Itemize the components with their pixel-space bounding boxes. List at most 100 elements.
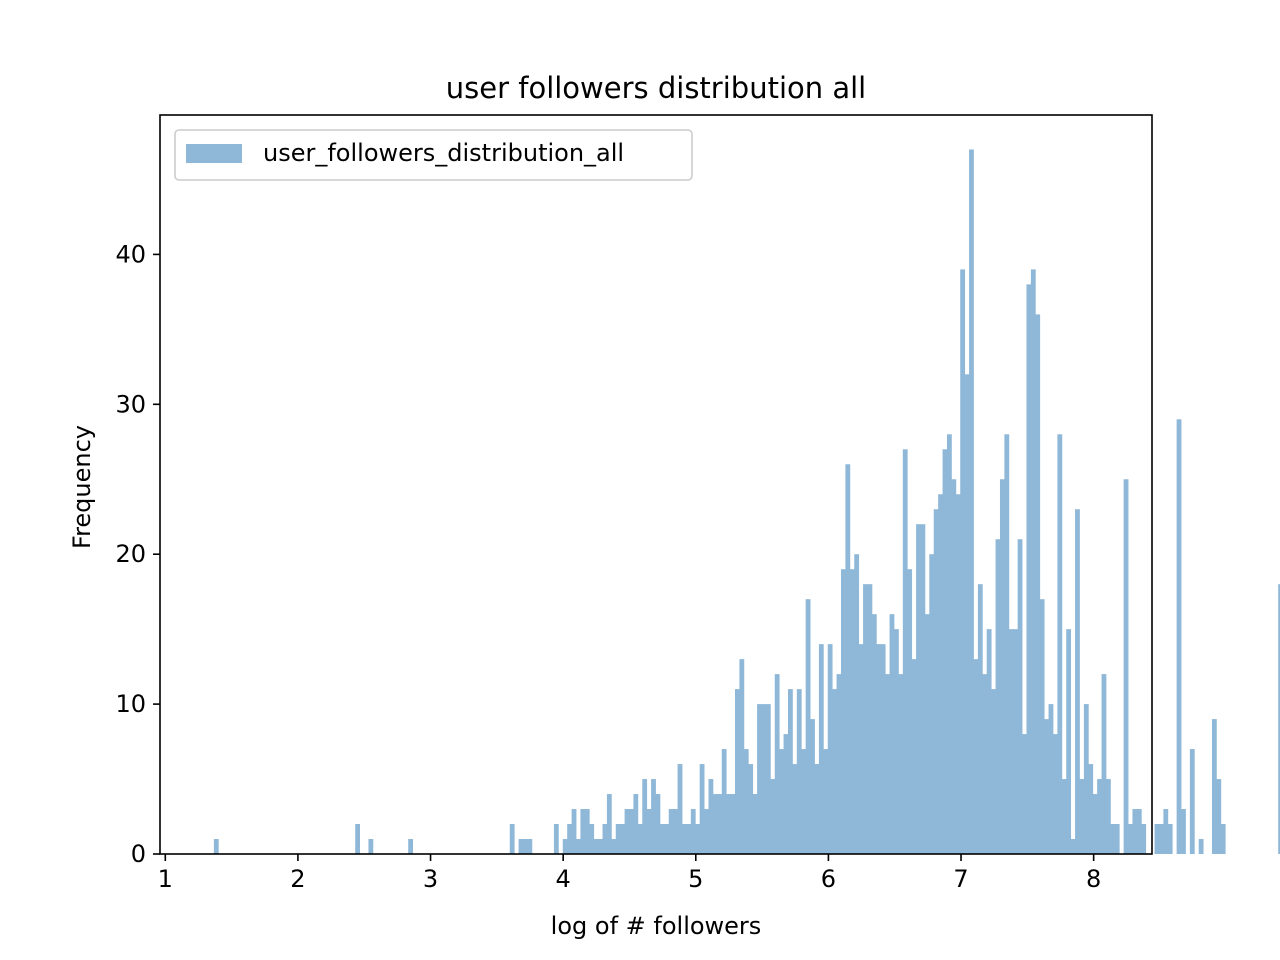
legend-label: user_followers_distribution_all [263,139,624,167]
histogram-bar [880,644,886,854]
histogram-bar [1123,479,1129,854]
histogram-bar [889,614,895,854]
histogram-bar [629,809,634,854]
histogram-bar [867,584,873,854]
x-tick-label: 5 [688,865,703,893]
histogram-bar [858,644,864,854]
y-tick-label: 30 [115,390,146,418]
histogram-bar [1141,824,1147,854]
histogram-bar [673,809,678,854]
histogram-bar [624,809,630,854]
histogram-bar [1075,509,1080,854]
histogram-bar [580,809,586,854]
histogram-bar [801,749,807,854]
histogram-bar [814,764,820,854]
histogram-bar [1039,599,1045,854]
histogram-bar [664,824,670,854]
histogram-bar [938,494,943,854]
histogram-bar [885,674,890,854]
histogram-bar [907,569,913,854]
histogram-bar [589,824,595,854]
histogram-bar [1220,824,1226,854]
histogram-bar [898,674,904,854]
histogram-bar [911,659,917,854]
histogram-bar [743,749,749,854]
histogram-bar [1101,674,1107,854]
histogram-bar [854,554,860,854]
histogram-bar [1132,809,1138,854]
histogram-bar [787,689,793,854]
histogram-bar [1105,779,1111,854]
histogram-bar [1189,749,1195,854]
histogram-bar [792,764,798,854]
histogram-bar [863,584,868,854]
histogram-bar [916,524,921,854]
histogram-bar [986,629,992,854]
histogram-bar [871,614,877,854]
histogram-bar [735,689,740,854]
histogram-bar [836,674,842,854]
histogram-bar [690,809,696,854]
histogram-bar [695,824,701,854]
histogram-bar [633,794,639,854]
histogram-bar [946,434,952,854]
histogram-bar [933,509,939,854]
histogram-bar [770,779,776,854]
histogram-bar [1163,809,1169,854]
histogram-bar [1097,779,1102,854]
histogram-bar [929,554,935,854]
histogram-bar [924,614,930,854]
histogram-bar [1278,584,1280,854]
histogram-bar [553,824,559,854]
histogram-bar [682,824,687,854]
histogram-bar [571,809,577,854]
x-tick-label: 8 [1086,865,1101,893]
histogram-bar [1022,734,1027,854]
y-axis-label: Frequency [68,425,96,549]
histogram-bar [708,779,714,854]
histogram-bar [845,464,851,854]
histogram-bar [712,794,718,854]
histogram-bar [523,839,528,854]
legend: user_followers_distribution_all [174,129,693,181]
histogram-bar [876,644,882,854]
histogram-bar [637,824,643,854]
histogram-bar [960,269,966,855]
histogram-bar [805,599,811,854]
histogram-bar [995,539,1001,854]
histogram-bar [942,449,948,854]
histogram-bar [973,659,979,854]
histogram-bar [920,524,926,854]
histogram-bar [1198,839,1204,854]
histogram-bar [593,839,599,854]
histogram-bar [677,764,683,854]
histogram-bar [213,839,219,854]
histogram-bar [902,449,908,854]
x-axis-label: log of # followers [551,912,762,940]
histogram-bar [1136,809,1142,854]
histogram-bar [1008,629,1014,854]
histogram-bar [1035,314,1041,854]
histogram-bar [1004,434,1010,854]
histogram-bar [783,734,789,854]
histogram-bar [509,824,515,854]
histogram-bar [602,824,608,854]
histogram-bar [611,839,617,854]
y-tick-label: 40 [115,240,146,268]
histogram-bar [823,749,829,854]
histogram-bar [1216,779,1222,854]
histogram-bar [584,809,590,854]
histogram-bar [810,719,815,854]
histogram-bar [1128,824,1133,854]
histogram-bar [765,704,771,854]
histogram-bar [704,809,709,854]
histogram-bar [355,824,361,854]
x-tick-label: 7 [953,865,968,893]
histogram-bar [1013,629,1019,854]
histogram-bar [620,824,625,854]
histogram-bar [1110,824,1116,854]
y-axis-ticks: 0 10 20 30 40 [115,240,160,868]
histogram-bar [1114,824,1120,854]
x-axis-ticks: 1 2 3 4 5 6 7 8 [158,854,1101,893]
